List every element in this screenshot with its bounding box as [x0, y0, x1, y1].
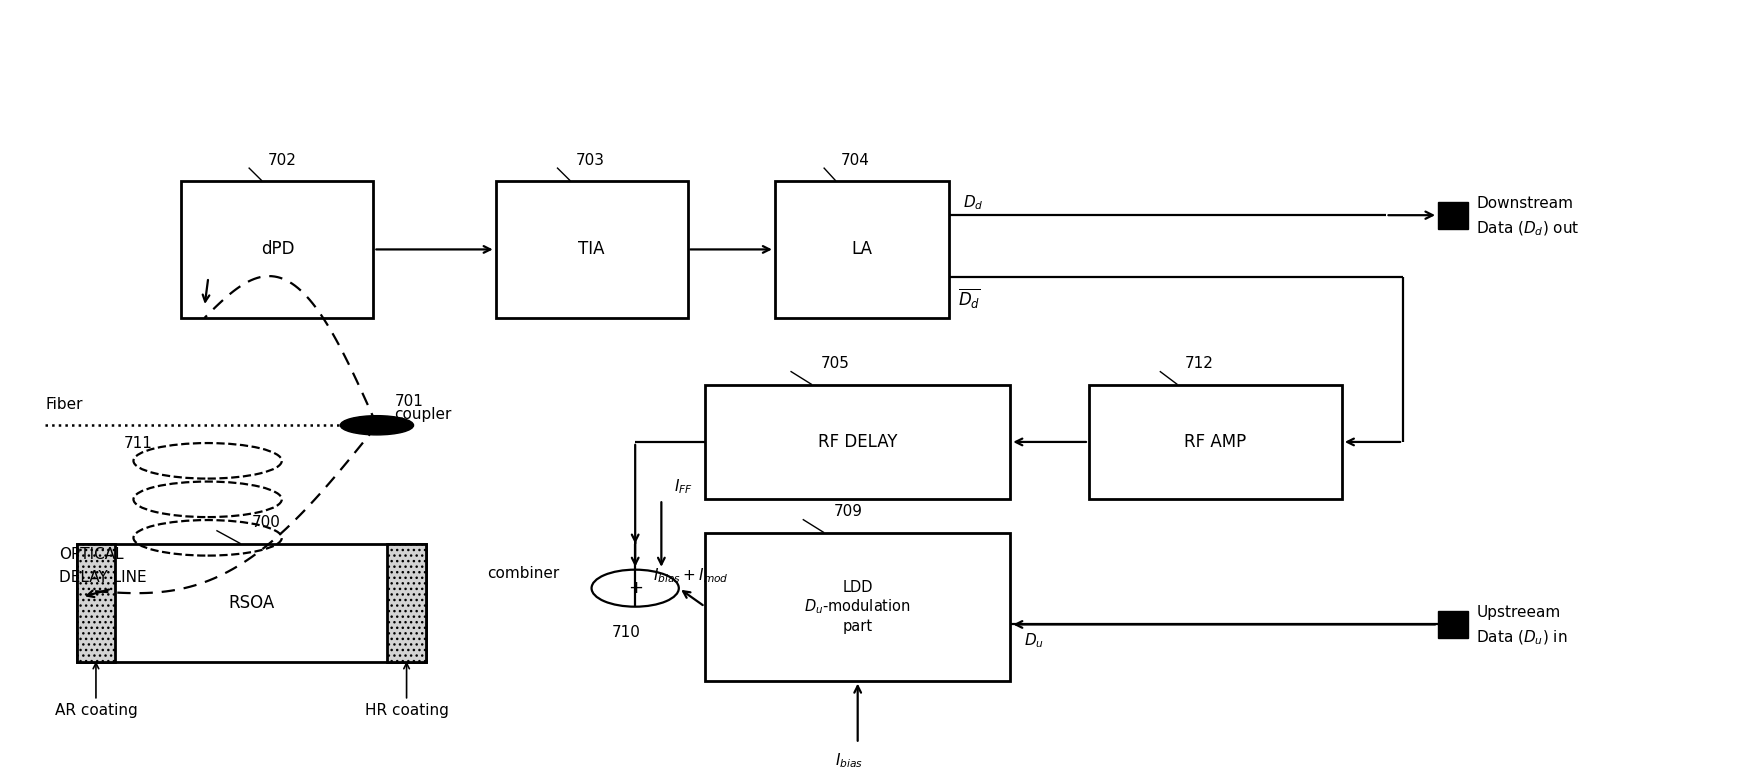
Bar — [387, 544, 426, 662]
Text: +: + — [628, 579, 642, 598]
Text: dPD: dPD — [260, 241, 294, 258]
Text: 703: 703 — [577, 153, 605, 168]
Text: LDD
$D_u$-modulation
part: LDD $D_u$-modulation part — [804, 580, 911, 634]
Text: Data ($D_u$) in: Data ($D_u$) in — [1476, 629, 1567, 647]
Text: 705: 705 — [821, 356, 850, 371]
Text: 701: 701 — [394, 394, 424, 409]
Text: $\overline{D_d}$: $\overline{D_d}$ — [959, 286, 982, 310]
Text: 702: 702 — [267, 153, 297, 168]
Text: 710: 710 — [612, 625, 640, 640]
Text: TIA: TIA — [579, 241, 605, 258]
Text: 709: 709 — [834, 504, 862, 519]
Text: 704: 704 — [841, 153, 871, 168]
Ellipse shape — [339, 416, 413, 435]
Bar — [77, 544, 114, 662]
Text: 712: 712 — [1186, 356, 1214, 371]
Text: $I_{bias}+I_{mod}$: $I_{bias}+I_{mod}$ — [653, 566, 728, 584]
Text: combiner: combiner — [487, 566, 559, 580]
Text: Downstream: Downstream — [1476, 196, 1573, 211]
Text: OPTICAL: OPTICAL — [60, 547, 123, 563]
Text: RF AMP: RF AMP — [1184, 433, 1247, 451]
Bar — [181, 181, 373, 318]
Text: Upstreeam: Upstreeam — [1476, 605, 1560, 620]
Text: DELAY LINE: DELAY LINE — [60, 570, 148, 584]
Bar — [496, 181, 688, 318]
Bar — [705, 532, 1010, 681]
Text: Fiber: Fiber — [46, 397, 83, 412]
Text: coupler: coupler — [394, 407, 452, 421]
Text: $D_d$: $D_d$ — [964, 194, 983, 213]
Text: $I_{bias}$: $I_{bias}$ — [836, 751, 864, 770]
Text: RF DELAY: RF DELAY — [818, 433, 897, 451]
Text: Data ($D_d$) out: Data ($D_d$) out — [1476, 220, 1580, 238]
Text: HR coating: HR coating — [364, 703, 449, 718]
Bar — [1437, 202, 1467, 228]
Text: 711: 711 — [123, 436, 153, 452]
Text: $I_{FF}$: $I_{FF}$ — [674, 477, 693, 496]
Text: RSOA: RSOA — [229, 594, 274, 612]
Bar — [774, 181, 950, 318]
Text: AR coating: AR coating — [55, 703, 137, 718]
Bar — [1437, 611, 1467, 638]
Text: 700: 700 — [252, 515, 280, 531]
Bar — [1089, 385, 1342, 499]
Text: $D_u$: $D_u$ — [1024, 631, 1045, 650]
Text: LA: LA — [851, 241, 872, 258]
Bar — [705, 385, 1010, 499]
Bar — [77, 544, 426, 662]
